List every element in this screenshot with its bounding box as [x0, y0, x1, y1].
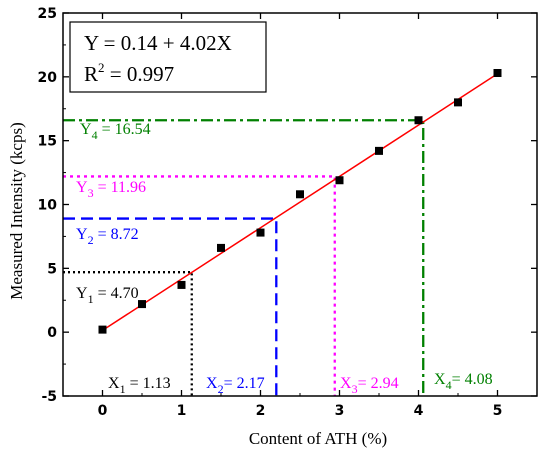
y-tick-label: 0: [47, 325, 57, 341]
y-tick-label: 20: [38, 70, 58, 86]
data-point: [217, 243, 225, 252]
y-annotation-label-3: Y3 = 11.96: [76, 179, 146, 200]
data-point: [98, 325, 107, 334]
equation-box-frame: [69, 21, 267, 93]
data-point: [296, 190, 304, 199]
x-annotation-label-1: X1 = 1.13: [108, 375, 171, 396]
r-squared-superscript: 2: [98, 60, 105, 75]
data-point: [256, 228, 265, 237]
guide-lines: [63, 119, 425, 396]
x-tick-label: 5: [493, 403, 503, 419]
r-squared: R2 = 0.997: [84, 60, 174, 86]
data-point: [454, 98, 462, 107]
data-point: [375, 146, 383, 155]
guide-line-2: [63, 217, 278, 396]
y-annotation-label-1: Y1 = 4.70: [76, 285, 139, 306]
y-tick-label: -5: [41, 389, 57, 405]
data-point: [177, 280, 186, 289]
data-point: [138, 300, 146, 309]
y-tick-label: 10: [38, 198, 58, 214]
y-tick-label: 25: [38, 6, 57, 22]
r-squared-value: = 0.997: [105, 62, 175, 86]
x-tick-label: 1: [177, 403, 187, 419]
y-tick-label: 15: [38, 134, 57, 150]
y-annotation-label-4: Y4 = 16.54: [80, 121, 151, 142]
fit-line-group: [102, 73, 498, 332]
x-tick-label: 4: [414, 403, 424, 419]
x-annotation-label-3: X3= 2.94: [340, 375, 399, 396]
x-tick-label: 2: [256, 403, 266, 419]
fit-line: [102, 73, 498, 332]
x-axis-label: Content of ATH (%): [249, 429, 387, 448]
r-squared-prefix: R: [84, 62, 98, 86]
y-annotation-label-2: Y2 = 8.72: [76, 226, 139, 247]
equation-box: Y = 0.14 + 4.02X R2 = 0.997: [69, 21, 267, 93]
data-point: [414, 116, 423, 125]
fit-equation: Y = 0.14 + 4.02X: [84, 31, 232, 55]
guide-line-1: [63, 271, 193, 396]
annotation-labels: Y1 = 4.70 X1 = 1.13 Y2 = 8.72 X2= 2.17 Y3 = …: [76, 121, 493, 396]
data-point: [335, 176, 344, 185]
x-tick-label: 0: [98, 403, 108, 419]
x-axis-ticks: 0 1 2 3 4 5: [98, 13, 503, 419]
y-axis-ticks: -5 0 5 10 15 20 25: [38, 6, 537, 405]
y-tick-label: 5: [47, 261, 57, 277]
y-axis-label: Measured Intensity (kcps): [7, 122, 26, 300]
data-point: [493, 69, 502, 78]
x-tick-label: 3: [335, 403, 345, 419]
x-annotation-label-4: X4= 4.08: [434, 371, 493, 392]
data-points: [98, 69, 502, 334]
x-annotation-label-2: X2= 2.17: [206, 375, 265, 396]
guide-line-4: [63, 119, 425, 396]
